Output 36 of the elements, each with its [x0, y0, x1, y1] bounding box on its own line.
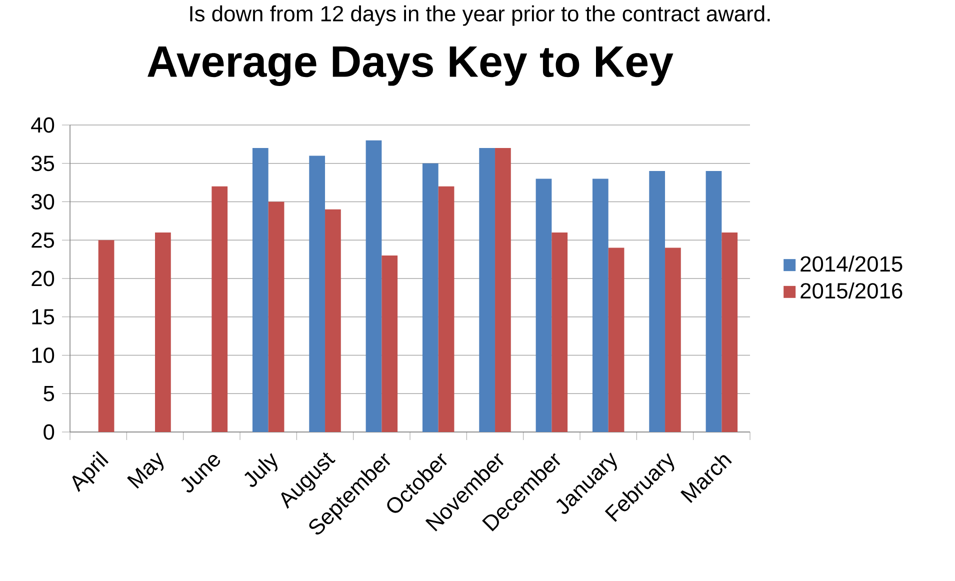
bar [608, 248, 624, 432]
text: Is down from 12 days in the year prior to the contract award. [190, 5, 770, 26]
x-tick-label: May [127, 452, 164, 489]
bar [649, 171, 666, 432]
y-tick-label: 10 [32, 348, 54, 364]
bar [665, 248, 681, 432]
y-tick-label: 40 [31, 117, 54, 133]
bar [155, 232, 171, 432]
legend-label: 2014/2015 [800, 256, 902, 272]
bar [268, 202, 284, 432]
y-tick-label: 0 [44, 424, 54, 440]
bar [309, 156, 326, 432]
bar [438, 186, 454, 432]
bar [98, 240, 114, 432]
y-tick-label: 25 [32, 232, 54, 248]
bar [325, 209, 341, 432]
bar [552, 232, 568, 432]
legend-label: 2015/2016 [800, 282, 902, 299]
bar [252, 148, 268, 432]
bar [706, 171, 722, 432]
bar [495, 148, 511, 432]
bar [722, 232, 738, 432]
bar [592, 178, 608, 432]
bar [479, 148, 496, 432]
bar [366, 140, 382, 432]
bar [382, 255, 398, 432]
y-tick-label: 20 [32, 270, 54, 286]
chart-title: Average Days Key to Key [148, 46, 674, 86]
y-tick-label: 35 [31, 156, 54, 172]
bar [422, 163, 438, 432]
bar [536, 178, 552, 432]
bar [212, 186, 228, 432]
y-tick-label: 5 [44, 386, 54, 402]
y-tick-label: 15 [32, 309, 54, 325]
y-tick-label: 30 [31, 194, 54, 210]
x-tick-label: July [244, 453, 278, 487]
